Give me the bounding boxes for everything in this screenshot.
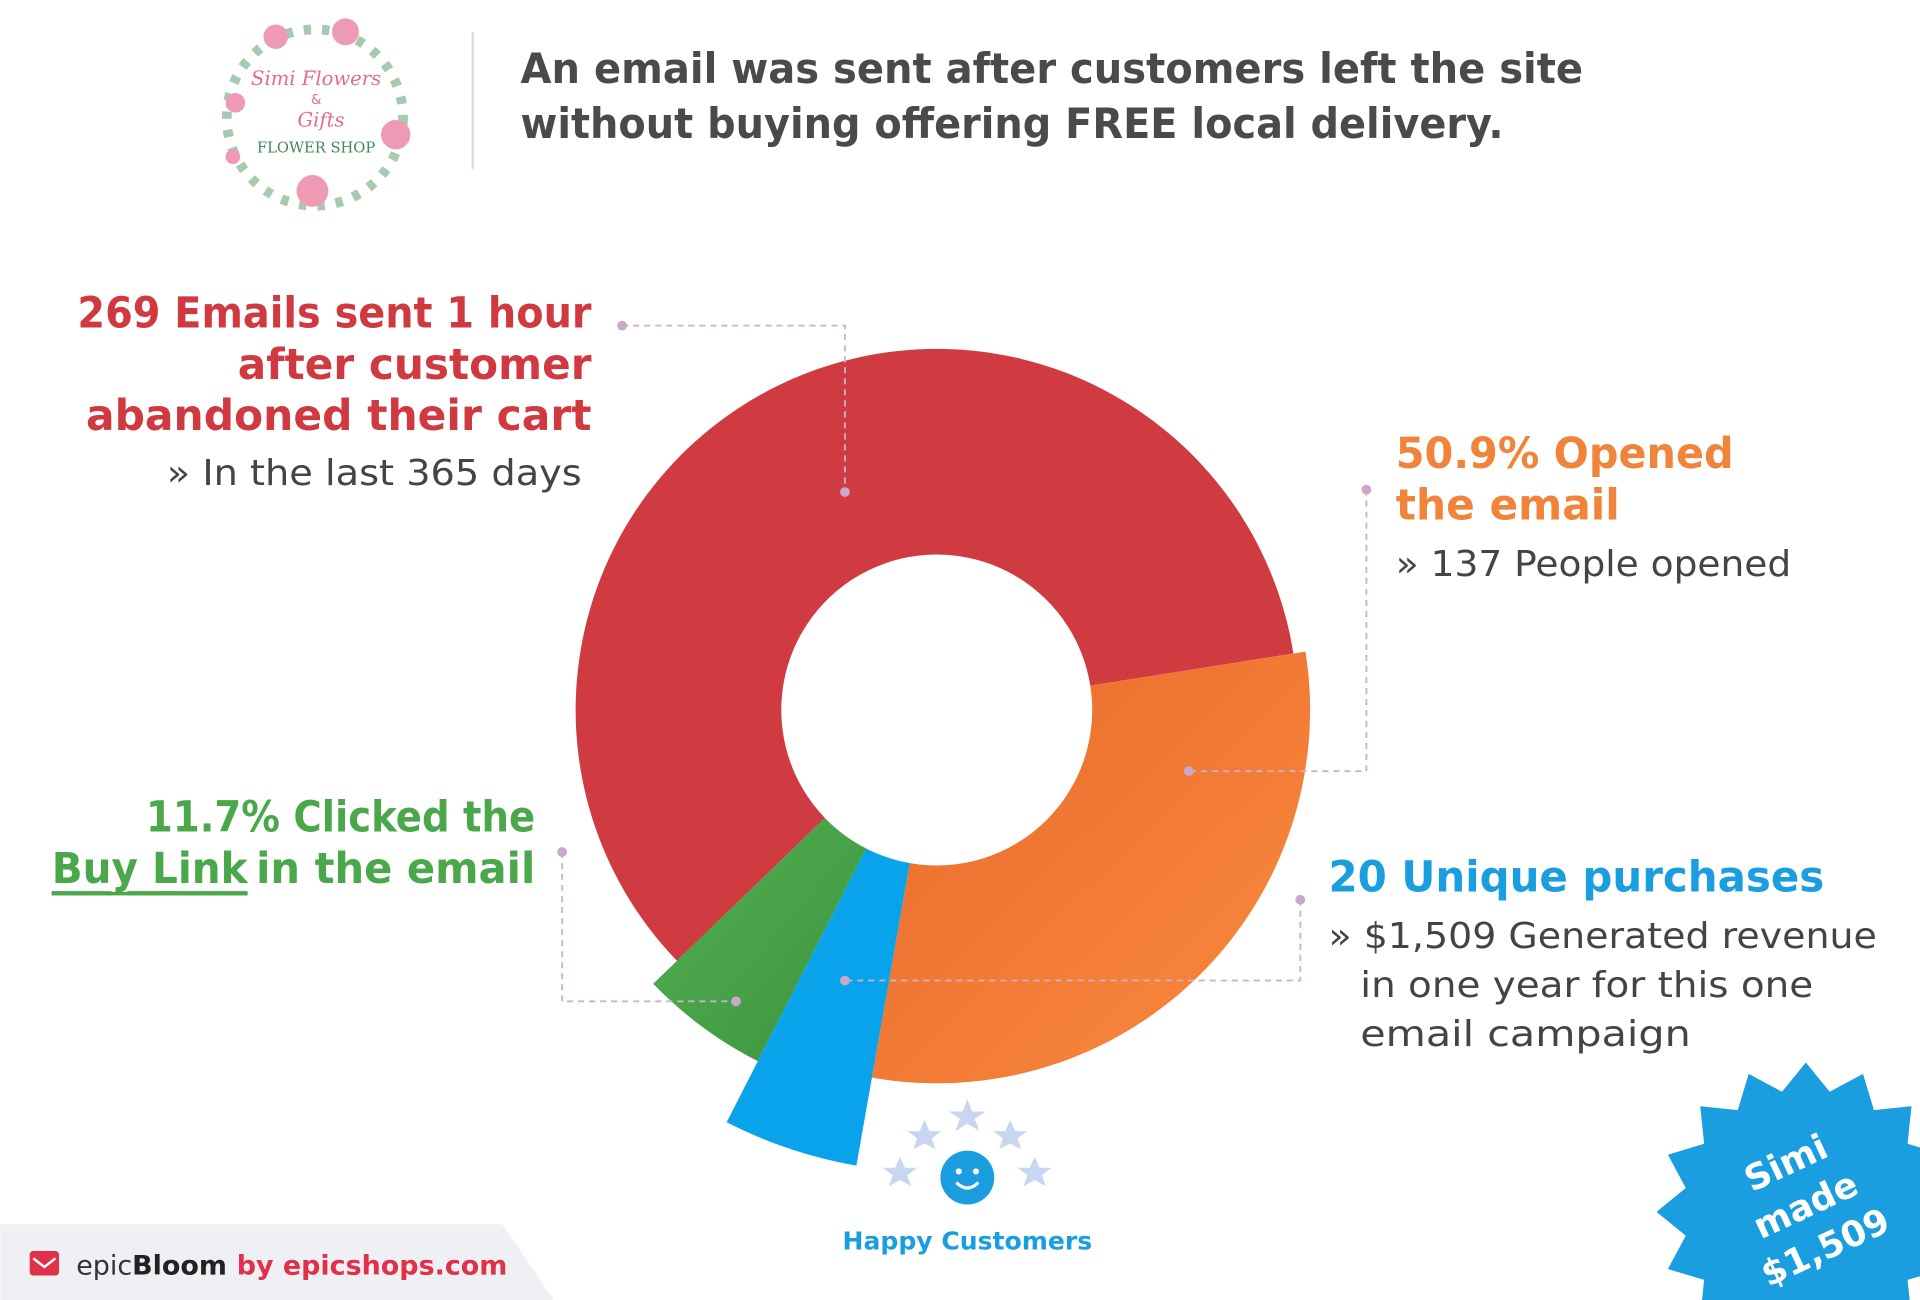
footer-band [0, 1224, 554, 1300]
footer-brand: epicBloom by epicshops.com [76, 1250, 507, 1281]
callout-title: 269 Emails sent 1 hour [77, 288, 591, 338]
connectors [557, 320, 1372, 1007]
headline: An email was sent after customers left t… [521, 44, 1584, 93]
callout-note: email campaign [1360, 1014, 1691, 1055]
footer-icon [29, 1251, 60, 1276]
donut-slice [871, 651, 1311, 1084]
callout-note: in one year for this one [1360, 965, 1813, 1006]
buy-link[interactable]: Buy Link [52, 844, 249, 894]
callout-title: 20 Unique purchases [1328, 853, 1824, 903]
callout-note: » In the last 365 days [167, 453, 582, 494]
happy-icon [882, 1099, 1052, 1205]
donut [575, 348, 1311, 1166]
logo-text: & [311, 93, 322, 108]
callout-text: in the email [256, 844, 535, 894]
brand-bold: Bloom [132, 1250, 227, 1281]
brand-light: epic [76, 1250, 132, 1281]
logo-text: FLOWER SHOP [257, 140, 375, 157]
icon-label: Happy Customers [842, 1227, 1092, 1256]
callout-title: 11.7% Clicked the [146, 793, 535, 843]
badge-burst [1656, 1062, 1920, 1300]
callout-title: 50.9% Opened [1396, 429, 1734, 479]
callout-title: after customer [238, 340, 592, 390]
callout-note: » 137 People opened [1396, 544, 1791, 585]
logo-text: Gifts [297, 108, 344, 131]
logo: Simi Flowers & Gifts FLOWER SHOP [221, 18, 411, 211]
logo-text: Simi Flowers [251, 67, 381, 90]
donut-slice [653, 817, 867, 1062]
brand-by[interactable]: by epicshops.com [237, 1250, 508, 1281]
donut-slice [726, 848, 910, 1166]
callout-title: the email [1396, 481, 1620, 531]
callout-title: abandoned their cart [86, 391, 592, 441]
callout-title: Buy Link in the email [52, 844, 536, 894]
headline: without buying offering FREE local deliv… [521, 99, 1504, 148]
callout-note: » $1,509 Generated revenue [1328, 916, 1876, 957]
donut-slice [575, 348, 1294, 961]
